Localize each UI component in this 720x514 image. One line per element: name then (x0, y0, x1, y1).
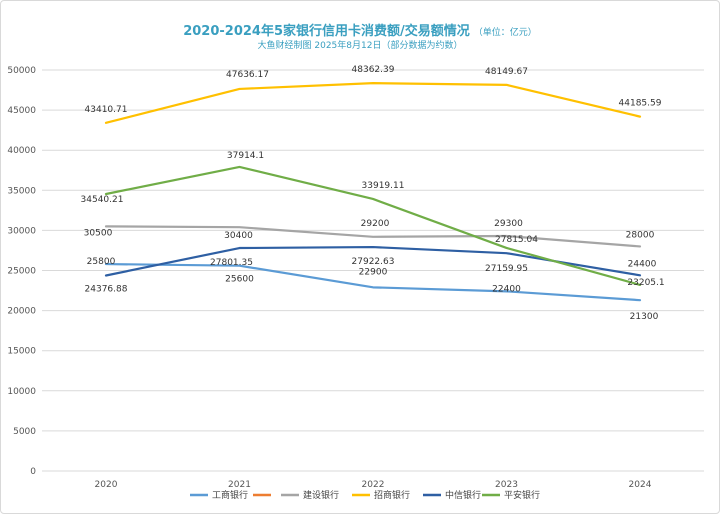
x-tick-label: 2022 (362, 480, 385, 490)
y-tick-label: 5000 (13, 427, 36, 437)
axis-labels: 0 5000 10000 15000 20000 25000 30000 35000 40000… (7, 66, 651, 490)
data-label: 25800 (87, 257, 116, 267)
y-tick-label: 40000 (7, 146, 36, 156)
y-tick-label: 0 (30, 467, 36, 477)
data-label: 25600 (225, 275, 254, 285)
data-label: 43410.71 (85, 105, 128, 115)
legend-label: 建设银行 (303, 489, 339, 501)
y-tick-label: 10000 (7, 387, 36, 397)
data-label: 33919.11 (362, 181, 405, 191)
data-label: 44185.59 (619, 99, 662, 109)
y-tick-label: 30000 (7, 226, 36, 236)
data-label: 24400 (628, 259, 657, 269)
data-label: 27922.63 (352, 257, 395, 267)
data-label: 27815.04 (495, 235, 538, 245)
chart-title-main: 2020-2024年5家银行信用卡消费额/交易额情况 (183, 23, 470, 39)
y-tick-label: 15000 (7, 347, 36, 357)
y-tick-label: 25000 (7, 267, 36, 277)
x-tick-label: 2020 (95, 480, 118, 490)
series-line-3 (104, 82, 642, 124)
data-label: 47636.17 (226, 70, 269, 80)
legend: 工商银行 建设银行 招商银行 中信银行 平安银行 (190, 489, 540, 501)
data-label: 37914.1 (227, 151, 264, 161)
data-label: 30400 (224, 231, 253, 241)
data-label: 34540.21 (81, 195, 124, 205)
data-label: 27801.35 (210, 258, 253, 268)
legend-label: 招商银行 (374, 489, 410, 501)
data-label: 21300 (630, 312, 659, 322)
data-label: 23205.1 (627, 278, 664, 288)
data-label: 27159.95 (485, 264, 528, 274)
y-tick-label: 35000 (7, 186, 36, 196)
data-label: 29200 (361, 219, 390, 229)
data-labels: 25800 25600 22900 22400 21300 30500 30400 29200… (81, 65, 665, 322)
series-line-5 (104, 165, 642, 286)
data-label: 28000 (626, 230, 655, 240)
series-lines (104, 82, 642, 302)
series-line-2 (104, 225, 642, 248)
x-tick-label: 2021 (228, 480, 251, 490)
data-label: 30500 (84, 228, 113, 238)
chart-unit-note: （单位：亿元） (474, 26, 537, 38)
data-label: 29300 (494, 219, 523, 229)
series-line-0 (104, 262, 642, 302)
legend-label: 平安银行 (504, 489, 540, 501)
x-tick-label: 2023 (495, 480, 518, 490)
chart-subtitle: 大鱼财经制图 2025年8月12日（部分数据为约数） (258, 39, 463, 51)
legend-label: 工商银行 (212, 489, 248, 501)
y-tick-label: 45000 (7, 106, 36, 116)
legend-label: 中信银行 (445, 489, 481, 501)
y-tick-label: 20000 (7, 307, 36, 317)
y-tick-label: 50000 (7, 66, 36, 76)
x-tick-label: 2024 (629, 480, 652, 490)
chart-title: 2020-2024年5家银行信用卡消费额/交易额情况 （单位：亿元） (183, 23, 537, 39)
data-label: 48362.39 (352, 65, 395, 75)
data-label: 22400 (492, 284, 521, 294)
data-label: 24376.88 (85, 284, 128, 294)
data-label: 22900 (359, 267, 388, 277)
data-label: 48149.67 (485, 67, 528, 77)
